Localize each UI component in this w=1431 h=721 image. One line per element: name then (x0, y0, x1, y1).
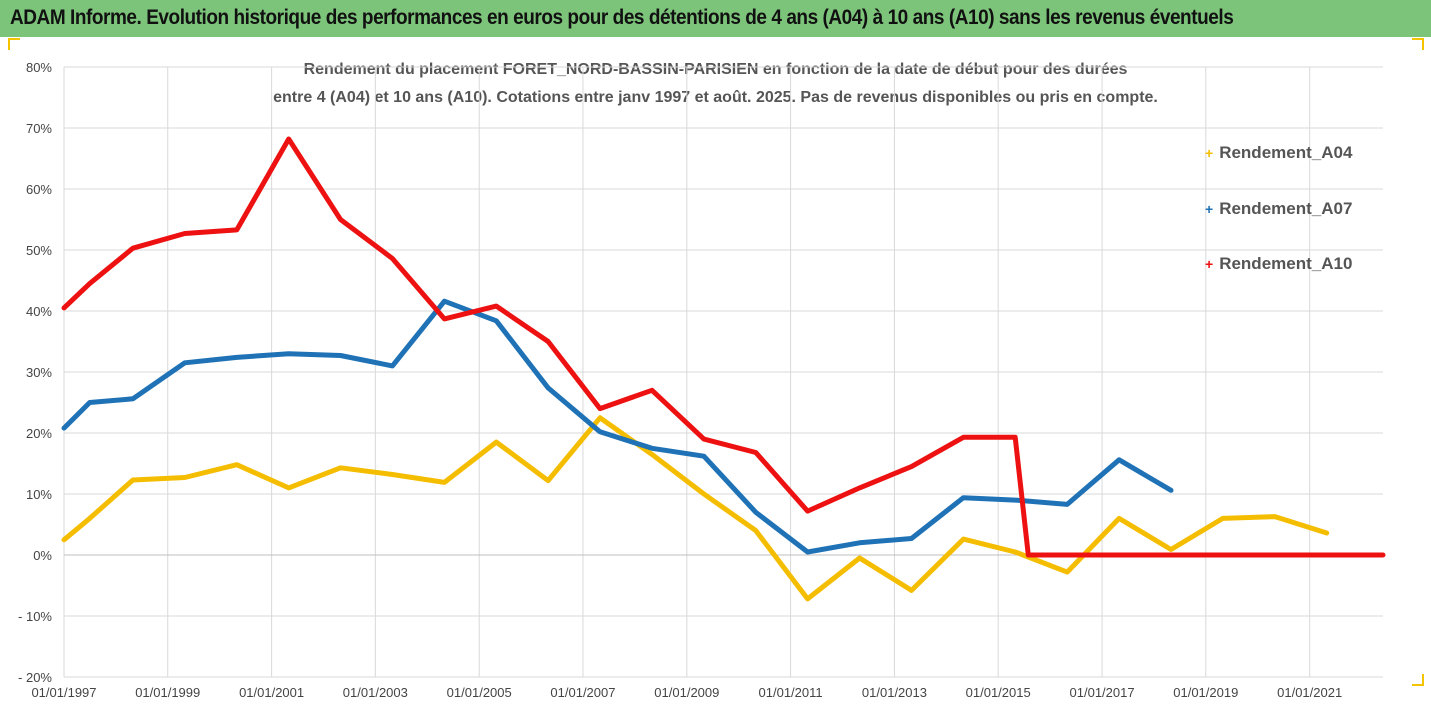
y-tick-label: 40% (26, 304, 52, 319)
frame-corner (1412, 38, 1424, 50)
x-tick-label: 01/01/1999 (135, 685, 200, 700)
x-tick-label: 01/01/2011 (759, 685, 823, 700)
x-tick-label: 01/01/2005 (447, 685, 512, 700)
y-tick-label: 30% (26, 365, 52, 380)
y-tick-label: 60% (26, 182, 52, 197)
y-tick-label: 20% (26, 426, 52, 441)
header-title: ADAM Informe. Evolution historique des p… (10, 6, 1234, 29)
legend-label: Rendement_A10 (1219, 254, 1353, 273)
line-chart: 80%70%60%50%40%30%20%10%0%- 10%- 20%01/0… (18, 60, 1386, 700)
legend-marker-icon: + (1205, 201, 1214, 217)
series-line-rendement_a07 (61, 298, 1174, 555)
legend-item: + Rendement_A10 (1205, 254, 1352, 274)
legend-item: + Rendement_A07 (1205, 199, 1352, 219)
y-tick-label: - 10% (18, 609, 52, 624)
legend-marker-icon: + (1205, 145, 1214, 161)
x-tick-label: 01/01/2017 (1070, 685, 1135, 700)
legend-item: + Rendement_A04 (1205, 143, 1352, 163)
legend-marker-icon: + (1205, 256, 1214, 272)
x-tick-label: 01/01/2013 (862, 685, 927, 700)
y-tick-label: 10% (26, 487, 52, 502)
x-tick-label: 01/01/2001 (239, 685, 304, 700)
legend-label: Rendement_A07 (1219, 199, 1353, 218)
frame-corner (1412, 674, 1424, 686)
y-tick-label: 50% (26, 243, 52, 258)
x-tick-label: 01/01/1997 (31, 685, 96, 700)
y-tick-label: - 20% (18, 670, 52, 685)
x-tick-label: 01/01/2019 (1173, 685, 1238, 700)
legend-label: Rendement_A04 (1219, 143, 1353, 162)
y-tick-label: 0% (33, 548, 52, 563)
x-tick-label: 01/01/2015 (966, 685, 1031, 700)
y-tick-label: 80% (26, 60, 52, 75)
chart-title-line-2: entre 4 (A04) et 10 ans (A10). Cotations… (273, 89, 1158, 106)
header-banner: ADAM Informe. Evolution historique des p… (0, 0, 1431, 37)
chart-title-line-1: Rendement du placement FORET_NORD-BASSIN… (303, 61, 1128, 78)
x-tick-label: 01/01/2009 (654, 685, 719, 700)
y-tick-label: 70% (26, 121, 52, 136)
series-line-rendement_a10 (61, 136, 1386, 558)
x-tick-label: 01/01/2007 (550, 685, 615, 700)
x-tick-label: 01/01/2003 (343, 685, 408, 700)
x-tick-label: 01/01/2021 (1277, 685, 1342, 700)
frame-corner (8, 38, 20, 50)
series-line-rendement_a04 (61, 415, 1330, 602)
